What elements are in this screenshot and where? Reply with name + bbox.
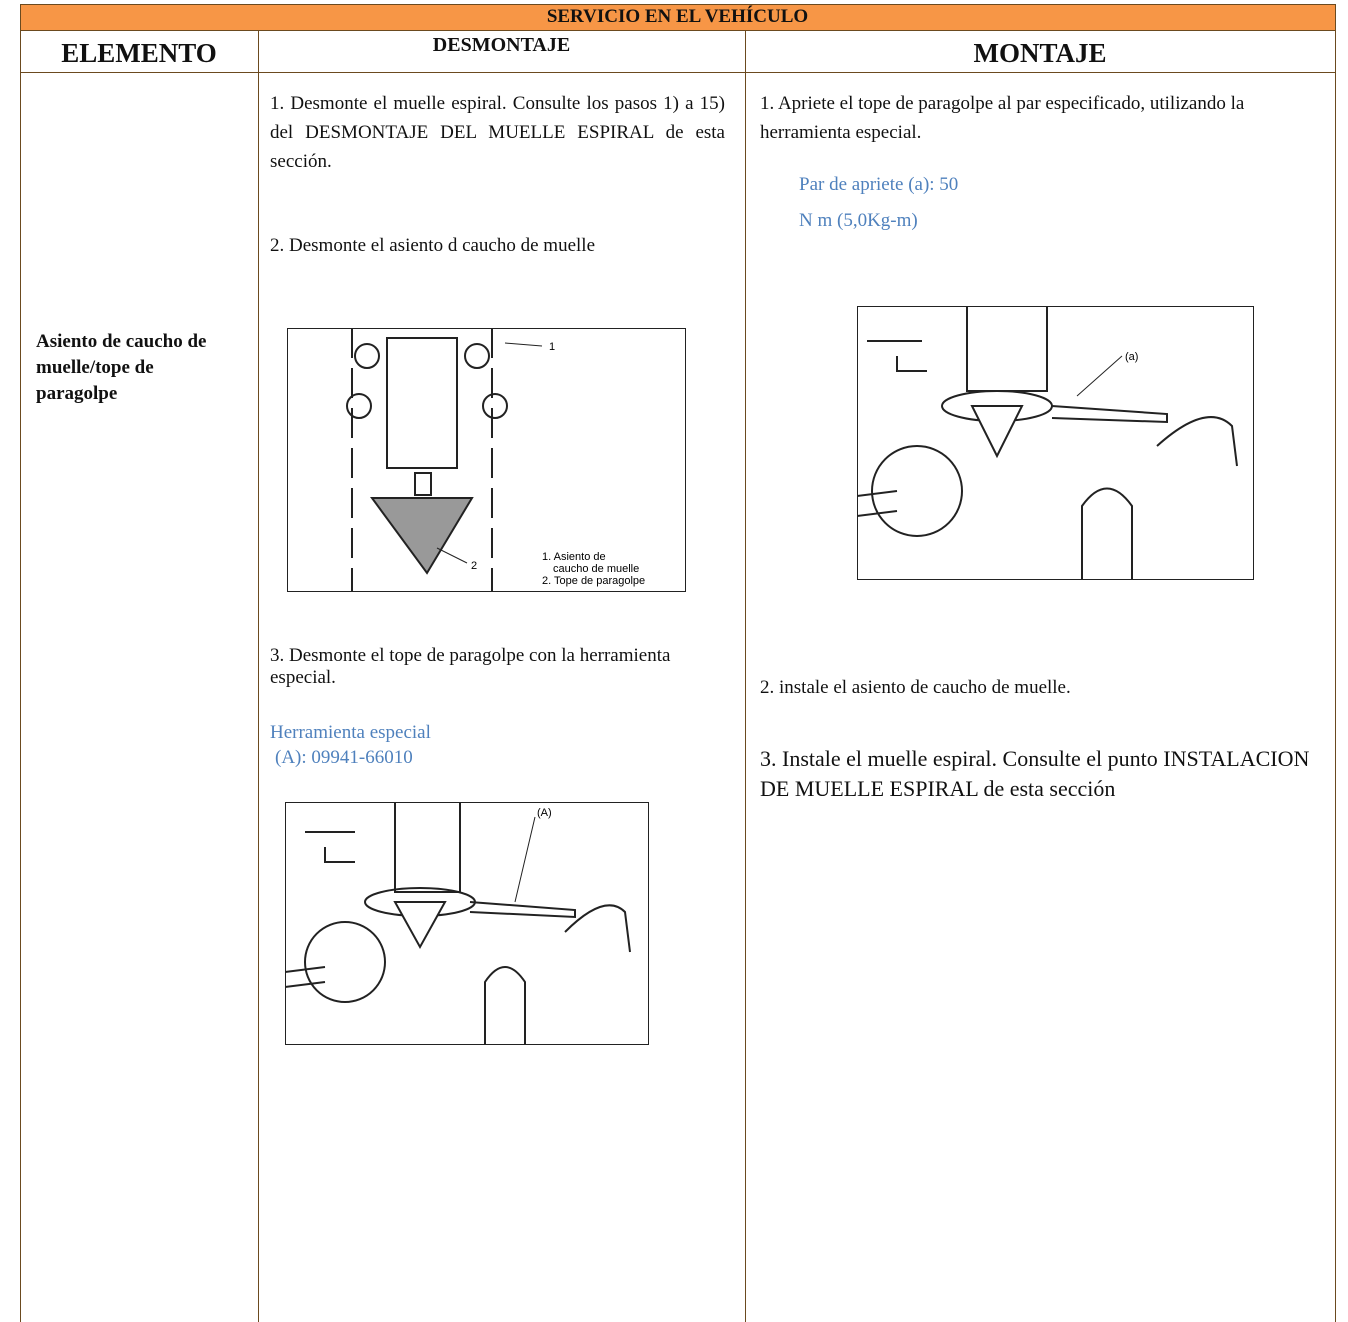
- drawing: [857, 490, 898, 517]
- column-header: DESMONTAJE: [432, 34, 571, 56]
- drawing: [393, 901, 447, 950]
- step: 2. instale el asiento de caucho de muell…: [760, 677, 1071, 698]
- drawing: [304, 921, 386, 1003]
- tool-name: Herramienta especial: [270, 722, 431, 743]
- torque: Par de apriete (a): 50: [799, 174, 959, 195]
- drawing: [285, 802, 649, 1045]
- drawing: [285, 966, 326, 988]
- column-header: ELEMENTO: [61, 38, 217, 68]
- table-border: [20, 4, 21, 1322]
- table-border: [20, 30, 1336, 31]
- table-border: [20, 4, 1336, 5]
- drawing: [414, 472, 432, 496]
- figure-spring-seat: 1 2 1. Asiento de caucho de muelle 2. To…: [287, 328, 686, 592]
- table-border: [745, 30, 746, 1322]
- figure-label: (a): [1125, 351, 1138, 363]
- drawing: [436, 547, 468, 564]
- step: 3. Instale el muelle espiral. Consulte e…: [760, 746, 1310, 801]
- drawing: [1081, 487, 1133, 580]
- drawing: [482, 393, 508, 419]
- step: 3. Desmonte el tope de paragolpe con la …: [270, 645, 671, 688]
- drawing: [394, 802, 461, 893]
- drawing: [857, 306, 1254, 580]
- drawing: [871, 445, 963, 537]
- table-border: [1335, 4, 1336, 1322]
- figure-tightening: (a): [857, 306, 1254, 580]
- drawing: [469, 901, 576, 919]
- figure-label: 2. Tope de paragolpe: [542, 575, 645, 587]
- step: 1. Apriete el tope de paragolpe al par e…: [760, 93, 1245, 143]
- drawing: [370, 497, 474, 575]
- drawing: [867, 340, 927, 372]
- figure-label: 1: [549, 341, 555, 353]
- column-header: MONTAJE: [973, 38, 1107, 68]
- drawing: [464, 343, 490, 369]
- table-border: [20, 72, 1336, 73]
- figure-label: (A): [537, 807, 552, 819]
- step: 1. Desmonte el muelle espiral. Consulte …: [270, 93, 725, 172]
- element-name: Asiento de caucho de muelle/tope de para…: [36, 331, 207, 404]
- figure-label: caucho de muelle: [553, 563, 639, 575]
- figure-label: 1. Asiento de: [542, 551, 606, 563]
- drawing: [346, 393, 372, 419]
- drawing: [484, 966, 526, 1044]
- drawing: [1076, 355, 1123, 397]
- drawing: [305, 831, 355, 863]
- drawing: [287, 328, 686, 592]
- drawing: [564, 904, 631, 953]
- tool-code: (A): 09941-66010: [275, 747, 413, 768]
- figure-tool: (A): [285, 802, 649, 1045]
- drawing: [514, 816, 536, 903]
- drawing: [386, 337, 458, 469]
- drawing: [970, 405, 1024, 459]
- drawing: [1051, 405, 1168, 424]
- table-title: SERVICIO EN EL VEHÍCULO: [546, 6, 809, 27]
- table-border: [258, 30, 259, 1322]
- step: 2. Desmonte el asiento d caucho de muell…: [270, 235, 596, 256]
- drawing: [504, 342, 543, 347]
- figure-label: 2: [471, 560, 477, 572]
- torque: N m (5,0Kg-m): [799, 210, 918, 231]
- drawing: [1156, 416, 1238, 467]
- drawing: [354, 343, 380, 369]
- header-band: [20, 4, 1335, 30]
